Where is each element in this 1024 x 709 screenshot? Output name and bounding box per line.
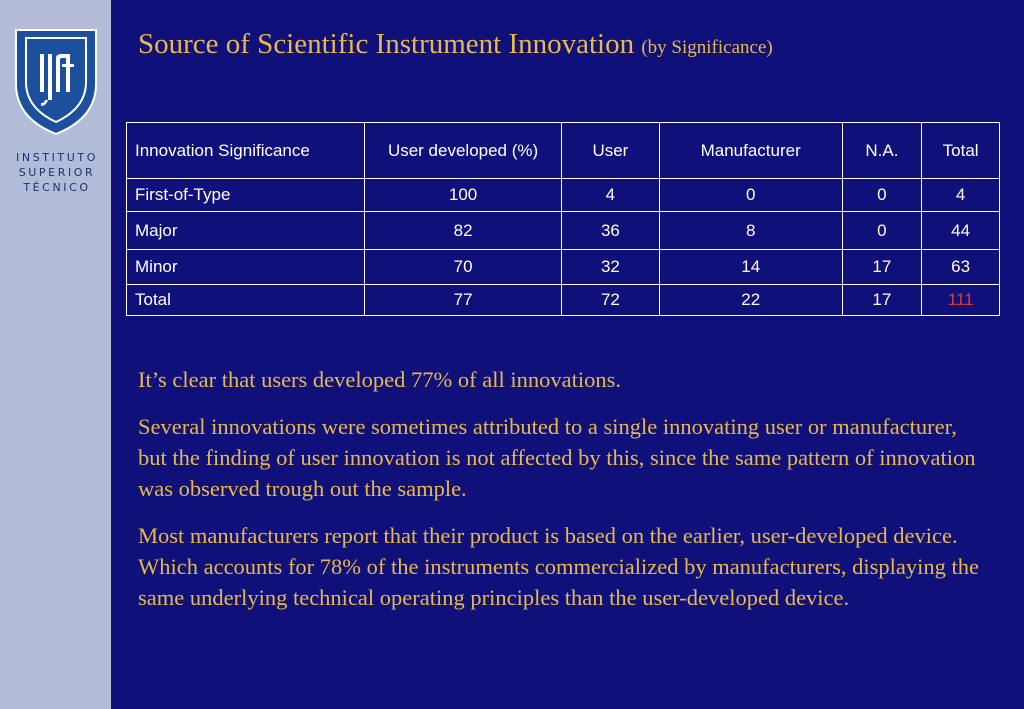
- paragraph: It’s clear that users developed 77% of a…: [138, 367, 621, 392]
- table-cell: 14: [658, 249, 843, 285]
- table-cell: 100: [364, 178, 562, 212]
- table-cell: Minor: [125, 249, 366, 285]
- table-cell: Major: [125, 211, 366, 250]
- table-cell: 70: [364, 249, 562, 285]
- table-row: Total 77 72 22 17 111: [125, 284, 1000, 316]
- logo-line-1: INSTITUTO: [16, 151, 98, 164]
- slide-title-main: Source of Scientific Instrument Innovati…: [138, 28, 635, 60]
- header-cell: N.A.: [841, 122, 923, 179]
- header-cell: Manufacturer: [658, 122, 843, 179]
- table-cell: 22: [658, 284, 843, 316]
- table-cell: 17: [841, 249, 923, 285]
- sidebar: INSTITUTO SUPERIOR TÉCNICO: [0, 0, 111, 709]
- table-cell: First-of-Type: [125, 178, 366, 212]
- table-cell: 17: [841, 284, 923, 316]
- table-cell: 63: [921, 249, 1000, 285]
- body-text: It’s clear that users developed 77% of a…: [138, 364, 988, 629]
- header-cell: Total: [921, 122, 1000, 179]
- table-cell: Total: [125, 284, 366, 316]
- table-cell: 0: [658, 178, 843, 212]
- slide-title: Source of Scientific Instrument Innovati…: [138, 28, 773, 61]
- table-header-row: Innovation Significance User developed (…: [125, 122, 1000, 179]
- header-cell: User: [560, 122, 660, 179]
- table-cell: 32: [560, 249, 660, 285]
- header-cell: User developed (%): [364, 122, 562, 179]
- paragraph: Most manufacturers report that their pro…: [138, 523, 979, 610]
- table-cell: 36: [560, 211, 660, 250]
- table-row: First-of-Type 100 4 0 0 4: [125, 178, 1000, 212]
- table-cell: 4: [921, 178, 1000, 212]
- innovation-table: Innovation Significance User developed (…: [125, 122, 1000, 316]
- table-cell: 0: [841, 211, 923, 250]
- table-row: Minor 70 32 14 17 63: [125, 249, 1000, 285]
- grand-total-cell: 111: [921, 284, 1000, 316]
- table-cell: 8: [658, 211, 843, 250]
- table-cell: 0: [841, 178, 923, 212]
- table-cell: 72: [560, 284, 660, 316]
- table-row: Major 82 36 8 0 44: [125, 211, 1000, 250]
- table-cell: 4: [560, 178, 660, 212]
- paragraph: Several innovations were sometimes attri…: [138, 414, 976, 501]
- header-cell: Innovation Significance: [125, 122, 366, 179]
- table-cell: 44: [921, 211, 1000, 250]
- institution-name: INSTITUTO SUPERIOR TÉCNICO: [10, 150, 104, 195]
- logo-line-3: TÉCNICO: [23, 181, 91, 194]
- logo-line-2: SUPERIOR: [18, 166, 96, 179]
- slide-title-sub: (by Significance): [641, 37, 773, 58]
- table-cell: 77: [364, 284, 562, 316]
- ist-logo-icon: [15, 29, 97, 136]
- table-cell: 82: [364, 211, 562, 250]
